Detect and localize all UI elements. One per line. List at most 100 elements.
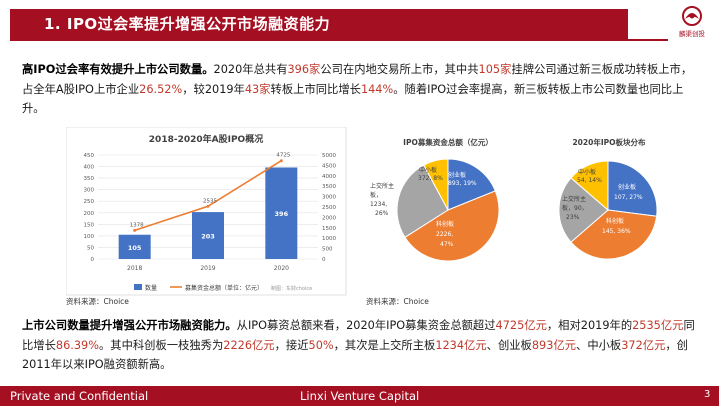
paragraph-lead: 高IPO过会率有效提升上市公司数量。: [22, 63, 214, 76]
bar: [192, 212, 224, 259]
title-bar: [10, 9, 628, 39]
highlight-value: 50%: [308, 338, 334, 352]
line-point: [206, 204, 210, 208]
left-tick-label: 300: [84, 188, 95, 194]
paragraph-text: 。随着IPO过会率提高，新三板转板上市公司数量也同比上升。: [22, 82, 684, 116]
highlight-value: 372亿元: [621, 338, 666, 352]
chart-title: 2018-2020年A股IPO概况: [149, 133, 263, 145]
left-tick-label: 200: [84, 211, 95, 217]
bar-value-label: 396: [275, 210, 289, 218]
pie-slice: [404, 190, 500, 262]
highlight-value: 1234亿元: [435, 338, 487, 352]
slice-label-name-zxb: 中小板: [578, 168, 596, 176]
paragraph-text: ，较2019年: [182, 82, 245, 96]
line-value-label: 2535: [203, 198, 217, 204]
paragraph-ipo-count: 高IPO过会率有效提升上市公司数量。2020年总共有396家公司在内地交易所上市…: [22, 60, 702, 119]
x-axis-ticks: 2018 2019 2020: [127, 265, 289, 272]
right-tick-label: 1500: [322, 226, 336, 232]
slide-title: 1. IPO过会率提升增强公开市场融资能力: [44, 15, 331, 33]
footer-company: Linxi Venture Capital: [300, 389, 420, 403]
right-tick-label: 0: [322, 257, 326, 263]
right-tick-label: 500: [322, 247, 333, 253]
highlight-value: 4725亿元: [495, 319, 547, 332]
right-tick-label: 2500: [322, 205, 336, 211]
right-tick-label: 3000: [322, 195, 336, 201]
paragraph-text: 转板上市同比增长: [270, 82, 361, 96]
paragraph-text: 挂牌公司通过新三板成功转板上市，占全年A股IPO上市企业: [22, 63, 693, 96]
highlight-value: 43家: [244, 82, 271, 96]
slice-label-pct-szb: 23%: [566, 214, 580, 221]
slice-label-pct-szb: 26%: [375, 210, 389, 217]
left-tick-label: 0: [91, 257, 95, 263]
paragraph-lead: 上市公司数量提升增强公开市场融资能力。: [22, 319, 237, 332]
line-series: 1378 2535 4725: [130, 153, 291, 232]
highlight-value: 144%: [360, 82, 394, 96]
paragraph-text: 、创业板: [486, 338, 532, 352]
charts-area: 2018-2020年A股IPO概况 0 50 100 150 200 250 300 350 4…: [66, 127, 658, 296]
bar-value-label: 203: [201, 233, 215, 241]
x-tick-label: 2018: [127, 265, 142, 272]
paragraph-text: ，创2011年以来IPO融资额新高。: [22, 338, 688, 372]
slice-label-name-zxb: 中小板: [419, 166, 437, 174]
legend-bar-label: 数量: [145, 284, 157, 292]
highlight-value: 86.39%: [55, 338, 99, 352]
slice-label-value-kcb: 2226,: [436, 231, 453, 238]
slice-label-pct-kcb: 47%: [440, 241, 454, 248]
right-tick-label: 5000: [322, 153, 336, 159]
bar: [118, 234, 151, 259]
legend-line-label: 募集资金总额（单位：亿元）: [185, 284, 263, 292]
slice-label-name-cyb: 创业板: [618, 183, 636, 191]
bar: [265, 167, 298, 259]
right-tick-label: 1000: [322, 236, 336, 242]
slice-label-value-cyb: 893, 19%: [448, 180, 477, 187]
highlight-value: 105家: [478, 63, 512, 76]
paragraph-text: 2020年总共有: [213, 63, 288, 76]
slice-label-value-kcb: 145, 36%: [602, 228, 631, 235]
slice-label-value-zxb: 372, 8%: [418, 175, 443, 182]
x-tick-label: 2019: [200, 265, 215, 272]
paragraph-text: 从IPO募资总额来看，2020年IPO募集资金总额超过: [236, 319, 496, 332]
left-tick-label: 50: [87, 245, 94, 251]
slice-label-name-kcb: 科创板: [436, 220, 454, 228]
slide-header: 1. IPO过会率提升增强公开市场融资能力 麟渠创投: [0, 0, 719, 46]
ipo-fund-pie-chart: IPO募集资金总额（亿元） 中小板 372, 8% 创业板 893, 19% 上…: [370, 137, 500, 262]
line-point: [279, 159, 283, 163]
highlight-value: 2226亿元: [223, 338, 275, 352]
highlight-value: 396家: [287, 63, 321, 76]
highlight-value: 893亿元: [531, 338, 577, 352]
paragraph-text: 。其中科创板一枝独秀为: [98, 338, 224, 352]
highlight-value: 2535亿元: [632, 319, 684, 332]
slice-label-value-zxb: 54, 14%: [577, 177, 602, 184]
right-tick-label: 4500: [322, 163, 336, 169]
left-tick-label: 350: [84, 176, 95, 182]
chart-title: 2020年IPO板块分布: [572, 137, 646, 147]
pie-slice: [570, 209, 658, 260]
pie-slice: [607, 160, 658, 217]
left-axis-ticks: 0 50 100 150 200 250 300 350 400 450: [84, 153, 95, 263]
slice-label-name-szb-2: 板，90，: [562, 204, 588, 212]
slice-label-value-cyb: 107, 27%: [614, 194, 643, 201]
highlight-value: 26.52%: [139, 82, 183, 96]
slice-label-value-szb: 1234,: [370, 201, 387, 208]
right-tick-label: 3500: [322, 184, 336, 190]
slice-label-name-szb-1: 上交所主: [370, 182, 394, 190]
title-rule: [10, 39, 668, 41]
chart-watermark: 制图：东财choice: [271, 285, 312, 292]
slice-label-name-szb-2: 板，: [370, 191, 382, 199]
left-tick-label: 150: [84, 222, 95, 228]
footer-bar: Private and Confidential Linxi Venture C…: [0, 386, 719, 406]
line-value-label: 4725: [276, 153, 290, 159]
source-note-left: 资料来源：Choice: [66, 297, 129, 306]
pie-slice: [423, 158, 449, 211]
paragraph-text: 同比增长: [22, 319, 695, 352]
ipo-overview-chart: 2018-2020年A股IPO概况 0 50 100 150 200 250 300 350 4…: [66, 127, 347, 296]
pie-slices: [558, 160, 658, 260]
source-note-right: 资料来源：Choice: [366, 297, 429, 306]
slice-label-name-szb-1: 上交所主: [562, 195, 586, 203]
paragraph-text: ，其次是上交所主板: [333, 338, 436, 352]
right-tick-label: 2000: [322, 215, 336, 221]
chart-title: IPO募集资金总额（亿元）: [403, 137, 493, 147]
paragraph-text: ，接近: [274, 338, 309, 352]
paragraph-text: 、中小板: [576, 338, 622, 352]
pie-slice: [558, 177, 609, 243]
